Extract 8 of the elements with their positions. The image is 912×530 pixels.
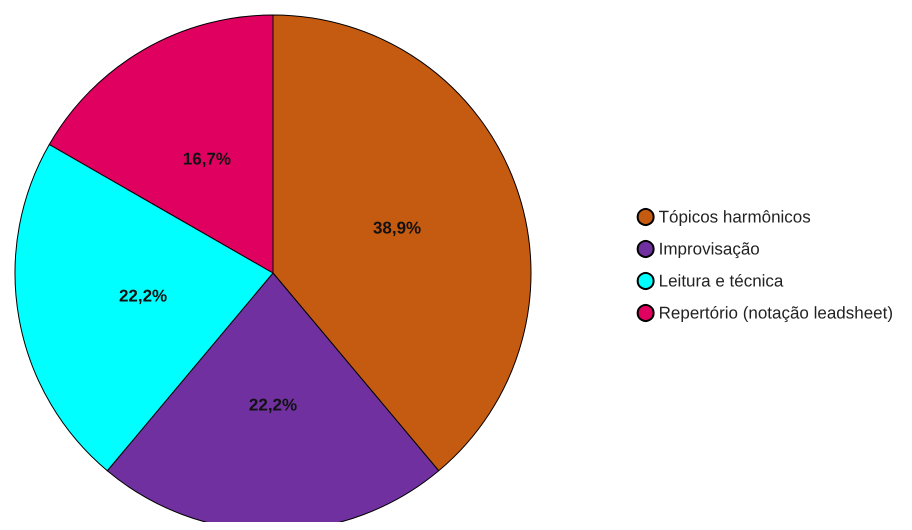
- data-label: 22,2%: [248, 396, 298, 414]
- data-label: 38,9%: [372, 218, 422, 238]
- legend-label: Improvisação: [658, 240, 760, 258]
- data-label: 16,7%: [182, 149, 231, 168]
- legend-label: Repertório (notação leadsheet): [658, 304, 894, 322]
- legend-label: Tópicos harmônicos: [658, 208, 811, 226]
- legend-label: Leitura e técnica: [658, 272, 784, 290]
- data-label: 22,2%: [118, 286, 168, 306]
